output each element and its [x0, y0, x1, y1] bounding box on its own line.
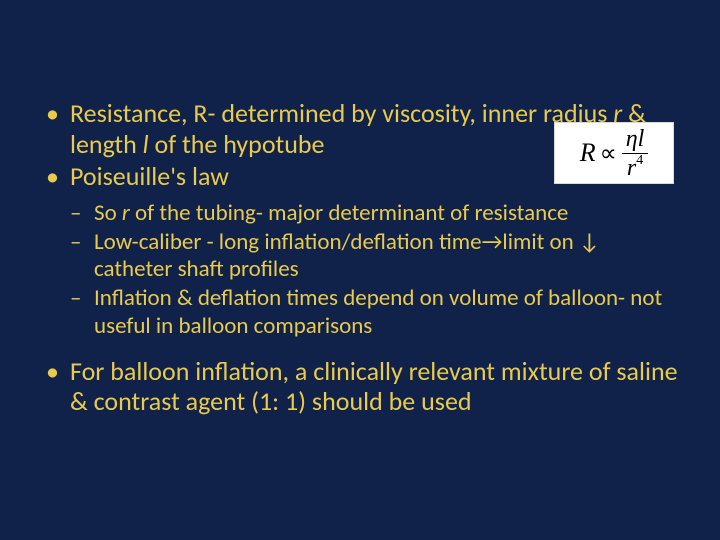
bullet-3: For balloon inflation, a clinically rele… [38, 356, 682, 417]
slide-content: Resistance, R- determined by viscosity, … [38, 98, 682, 419]
subbullet-1: So r of the tubing- major determinant of… [38, 200, 682, 227]
bullet-list-level1: Resistance, R- determined by viscosity, … [38, 98, 682, 192]
subbullet-2: Low-caliber - long inflation/deflation t… [38, 229, 682, 283]
bullet-1: Resistance, R- determined by viscosity, … [38, 98, 682, 159]
bullet-2: Poiseuille's law [38, 161, 682, 192]
subbullet-3: Inflation & deflation times depend on vo… [38, 285, 682, 339]
bullet-list-level1-b: For balloon inflation, a clinically rele… [38, 356, 682, 417]
bullet-list-level2: So r of the tubing- major determinant of… [38, 200, 682, 340]
